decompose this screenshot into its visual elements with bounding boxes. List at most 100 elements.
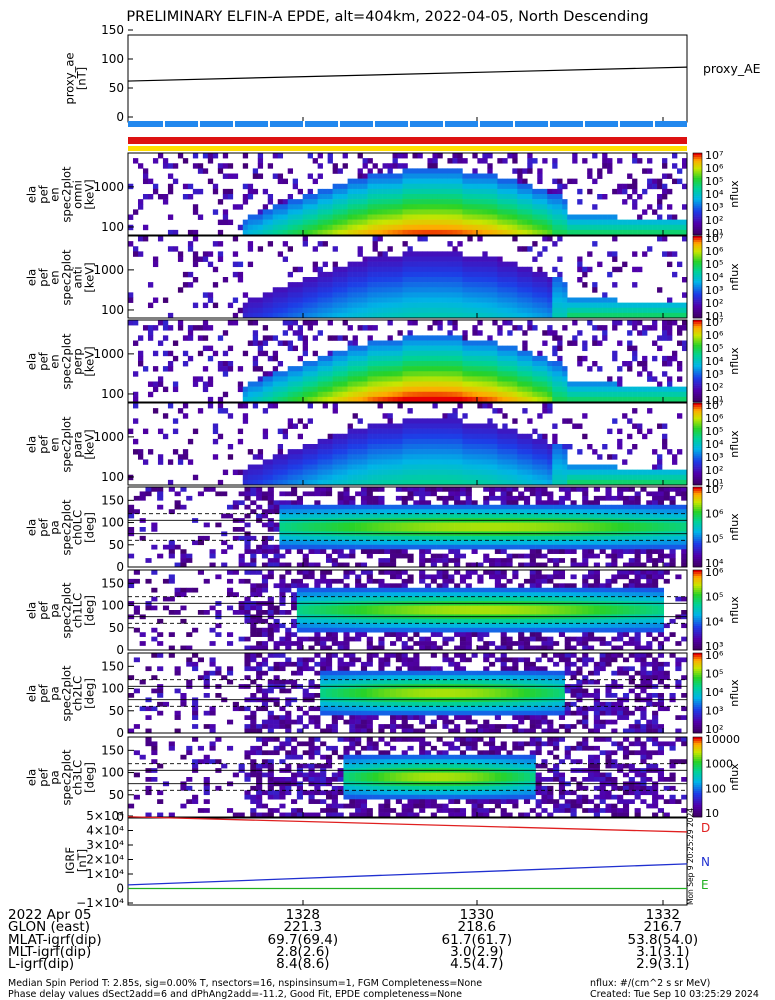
spectrogram-cell <box>642 391 648 398</box>
spectrogram-cell <box>527 204 533 210</box>
spectrogram-cell <box>587 214 593 220</box>
spectrogram-cell <box>367 194 373 200</box>
colorbar-segment <box>693 452 702 455</box>
pitch-angle-cell <box>355 509 362 514</box>
pitch-angle-cell <box>477 562 484 568</box>
spectrogram-cell <box>522 271 528 278</box>
spectrogram-cell <box>542 386 548 393</box>
spectrogram-cell <box>552 307 558 314</box>
spectrogram-cell <box>157 194 164 200</box>
spectrogram-cell <box>547 454 553 460</box>
spectrogram-cell <box>662 312 668 319</box>
spectrogram-cell <box>412 391 418 398</box>
spectrogram-cell <box>332 307 338 314</box>
spectrogram-cell <box>267 381 274 387</box>
spectrogram-cell <box>442 229 448 236</box>
spectrogram-cell <box>337 376 343 382</box>
spectrogram-cell <box>462 438 468 445</box>
spectrogram-cell <box>247 246 254 252</box>
pitch-angle-cell <box>314 562 321 568</box>
spectrogram-cell <box>342 302 348 309</box>
spectrogram-cell <box>632 345 638 352</box>
spectrogram-cell <box>372 302 378 309</box>
spectrogram-cell <box>347 361 353 367</box>
spectrogram-cell <box>422 261 428 268</box>
spectrogram-cell <box>377 345 383 352</box>
spectrogram-cell <box>572 302 578 309</box>
pitch-angle-cell <box>168 509 175 514</box>
colorbar-segment <box>693 375 702 378</box>
spectrogram-cell <box>317 214 323 220</box>
spectrogram-cell <box>407 340 413 346</box>
spectrogram-cell <box>437 224 443 231</box>
spectrogram-cell <box>232 173 239 179</box>
spectrogram-cell <box>437 287 443 293</box>
spectrogram-cell <box>367 266 373 273</box>
pitch-angle-cell <box>267 504 274 510</box>
spectrogram-cell <box>312 194 318 200</box>
spectrogram-cell <box>477 403 483 409</box>
pitch-angle-cell <box>215 491 222 497</box>
spectrogram-cell <box>417 271 423 278</box>
colorbar-tick-label: 10² <box>705 214 723 227</box>
spectrogram-cell <box>502 219 508 226</box>
spectrogram-cell <box>422 251 428 257</box>
spectrogram-cell <box>477 464 483 470</box>
spectrogram-cell <box>642 229 648 236</box>
spectrogram-cell <box>567 391 573 398</box>
spectrogram-cell <box>397 292 403 298</box>
spectrogram-cell <box>262 459 269 465</box>
spectrogram-cell <box>427 449 433 455</box>
spectrogram-cell <box>367 261 373 268</box>
pitch-angle-cell <box>267 558 274 563</box>
spectrogram-cell <box>217 251 224 257</box>
spectrogram-cell <box>332 355 338 362</box>
spectrogram-cell <box>482 153 488 159</box>
spectrogram-cell <box>507 287 513 293</box>
spectrogram-cell <box>627 320 633 326</box>
pitch-angle-cell <box>494 535 501 541</box>
pitch-angle-cell <box>489 558 496 563</box>
spectrogram-cell <box>412 204 418 210</box>
spectrogram-cell <box>357 277 363 283</box>
pitch-angle-cell <box>407 522 414 528</box>
spectrogram-cell <box>492 229 498 236</box>
spectrogram-cell <box>597 173 603 179</box>
pitch-angle-cell <box>547 509 554 514</box>
spectrogram-cell <box>152 350 159 357</box>
spectrogram-cell <box>367 204 373 210</box>
spectrogram-cell <box>557 297 563 303</box>
spectrogram-cell <box>567 297 573 303</box>
spectrogram-cell <box>597 224 603 231</box>
spectrogram-cell <box>442 173 448 179</box>
pitch-angle-cell <box>360 513 368 519</box>
spectrogram-cell <box>647 204 653 210</box>
colorbar-segment <box>693 305 702 309</box>
pitch-angle-cell <box>151 522 158 528</box>
spectrogram-cell <box>667 320 673 326</box>
spectrogram-cell <box>307 464 313 470</box>
colorbar-segment <box>693 369 702 372</box>
spectrogram-cell <box>537 361 543 367</box>
spectrogram-cell <box>407 469 413 476</box>
spectrogram-cell <box>452 371 458 377</box>
spectrogram-cell <box>462 188 468 195</box>
pitch-angle-cell <box>291 544 298 550</box>
spectrogram-cell <box>342 469 348 476</box>
colorbar-segment <box>693 446 702 449</box>
spectrogram-cell <box>547 236 553 242</box>
spectrogram-cell <box>522 459 528 465</box>
spectrogram-cell <box>128 224 134 231</box>
spectrogram-cell <box>167 366 174 372</box>
spectrogram-cell <box>312 386 318 393</box>
spectrogram-cell <box>427 266 433 273</box>
colorbar-segment <box>693 297 702 300</box>
spectrogram-cell <box>652 307 658 314</box>
spectrogram-cell <box>237 366 244 372</box>
spectrogram-cell <box>347 277 353 283</box>
spectrogram-cell <box>372 209 378 215</box>
spectrogram-cell <box>367 307 373 314</box>
spectrogram-cell <box>507 302 513 309</box>
pitch-angle-cell <box>535 540 542 546</box>
spectrogram-cell <box>187 335 194 341</box>
